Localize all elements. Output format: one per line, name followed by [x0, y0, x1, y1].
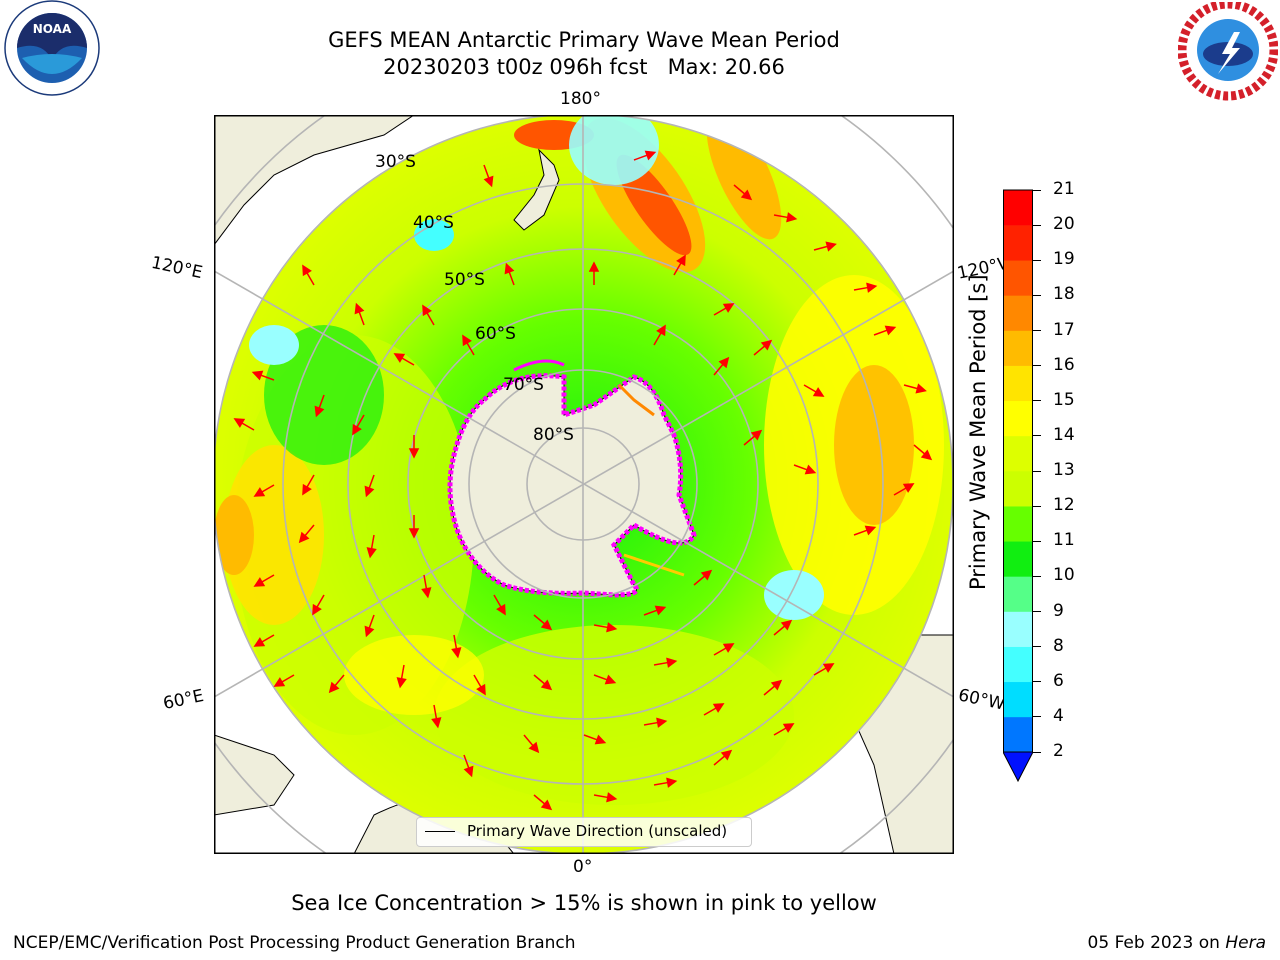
footer-host: Hera — [1225, 933, 1266, 953]
colorbar-swatch — [1003, 190, 1033, 226]
colorbar-tick-mark — [1033, 505, 1041, 507]
colorbar-swatch — [1003, 506, 1033, 542]
land-australia-corner — [213, 114, 416, 247]
chart-title: GEFS MEAN Antarctic Primary Wave Mean Pe… — [328, 28, 840, 52]
colorbar-tick-mark — [1033, 365, 1041, 367]
colorbar-tick-label: 18 — [1053, 284, 1075, 305]
colorbar-swatch — [1003, 576, 1033, 612]
colorbar-swatch — [1003, 646, 1033, 683]
lon-label-180: 180° — [560, 89, 601, 109]
footer-date: 05 Feb 2023 on Hera — [1088, 933, 1266, 953]
colorbar-swatch — [1003, 435, 1033, 472]
footer-date-text: 05 Feb 2023 on — [1087, 933, 1226, 953]
colorbar-tick-mark — [1033, 540, 1041, 542]
colorbar-under-triangle — [1002, 751, 1034, 783]
nws-logo — [1177, 0, 1279, 102]
colorbar-tick-mark — [1033, 224, 1041, 226]
colorbar-tick-mark — [1033, 435, 1041, 437]
colorbar-swatch — [1003, 225, 1033, 261]
colorbar-tick-mark — [1033, 189, 1041, 191]
sea-ice-caption: Sea Ice Concentration > 15% is shown in … — [291, 891, 877, 915]
lat-label-40S: 40°S — [413, 213, 454, 233]
map-legend: Primary Wave Direction (unscaled) — [416, 817, 752, 847]
svg-text:NOAA: NOAA — [33, 22, 72, 36]
colorbar-tick-label: 20 — [1053, 214, 1075, 235]
colorbar-tick-label: 10 — [1053, 565, 1075, 586]
colorbar-tick-mark — [1033, 681, 1041, 683]
colorbar-swatch — [1003, 330, 1033, 366]
legend-line-icon — [425, 831, 455, 832]
lat-label-30S: 30°S — [375, 152, 416, 172]
noaa-logo: NOAA — [2, 0, 102, 100]
colorbar-tick-mark — [1033, 259, 1041, 261]
map-frame — [214, 115, 954, 854]
lon-label-0: 0° — [573, 857, 593, 877]
legend-label: Primary Wave Direction (unscaled) — [467, 822, 728, 840]
colorbar-tick-label: 21 — [1053, 179, 1075, 199]
colorbar-swatches — [1002, 189, 1034, 783]
lon-label-60W: 60°W — [956, 685, 1007, 715]
colorbar-swatch — [1003, 681, 1033, 718]
lon-label-120E: 120°E — [149, 252, 205, 284]
colorbar-tick-mark — [1033, 611, 1041, 612]
colorbar — [1002, 189, 1034, 784]
colorbar-tick-label: 12 — [1053, 495, 1075, 516]
colorbar-swatch — [1003, 295, 1033, 331]
colorbar-tick-label: 6 — [1053, 670, 1064, 691]
colorbar-tick-label: 9 — [1053, 600, 1064, 621]
wave-direction-arrows — [233, 150, 933, 811]
colorbar-tick-mark — [1033, 716, 1041, 718]
colorbar-label: Primary Wave Mean Period [s] — [966, 274, 990, 590]
colorbar-tick-mark — [1033, 751, 1041, 753]
colorbar-swatch — [1003, 716, 1033, 753]
colorbar-swatch — [1003, 365, 1033, 402]
colorbar-tick-mark — [1033, 646, 1041, 648]
colorbar-tick-label: 15 — [1053, 389, 1075, 410]
colorbar-tick-label: 14 — [1053, 424, 1075, 445]
chart-subtitle: 20230203 t00z 096h fcst Max: 20.66 — [383, 55, 785, 79]
footer-credit: NCEP/EMC/Verification Post Processing Pr… — [13, 933, 576, 953]
colorbar-swatch — [1003, 400, 1033, 437]
colorbar-tick-label: 19 — [1053, 249, 1075, 270]
lon-label-60E: 60°E — [161, 685, 206, 715]
colorbar-tick-label: 13 — [1053, 460, 1075, 480]
colorbar-tick-mark — [1033, 470, 1041, 472]
colorbar-swatch — [1003, 471, 1033, 507]
colorbar-tick-mark — [1033, 330, 1041, 331]
colorbar-tick-label: 2 — [1053, 741, 1064, 761]
colorbar-tick-label: 4 — [1053, 705, 1064, 726]
colorbar-tick-label: 17 — [1053, 319, 1075, 340]
land-new-zealand — [513, 148, 560, 231]
map-panel: Primary Wave Direction (unscaled) — [132, 33, 1034, 935]
colorbar-tick-label: 11 — [1053, 530, 1075, 551]
colorbar-tick-label: 8 — [1053, 635, 1064, 656]
colorbar-frame — [1003, 189, 1033, 753]
lat-label-60S: 60°S — [475, 324, 516, 344]
lat-label-70S: 70°S — [503, 375, 544, 395]
colorbar-tick-mark — [1033, 294, 1041, 296]
colorbar-swatch — [1003, 611, 1033, 647]
colorbar-swatch — [1003, 541, 1033, 577]
lat-label-80S: 80°S — [533, 425, 574, 445]
colorbar-tick-mark — [1033, 575, 1041, 577]
colorbar-tick-label: 16 — [1053, 354, 1075, 375]
lat-label-50S: 50°S — [444, 270, 485, 290]
polar-map — [132, 33, 1034, 935]
sea-ice-edge — [447, 373, 697, 598]
colorbar-tick-mark — [1033, 400, 1041, 402]
colorbar-swatch — [1003, 260, 1033, 296]
